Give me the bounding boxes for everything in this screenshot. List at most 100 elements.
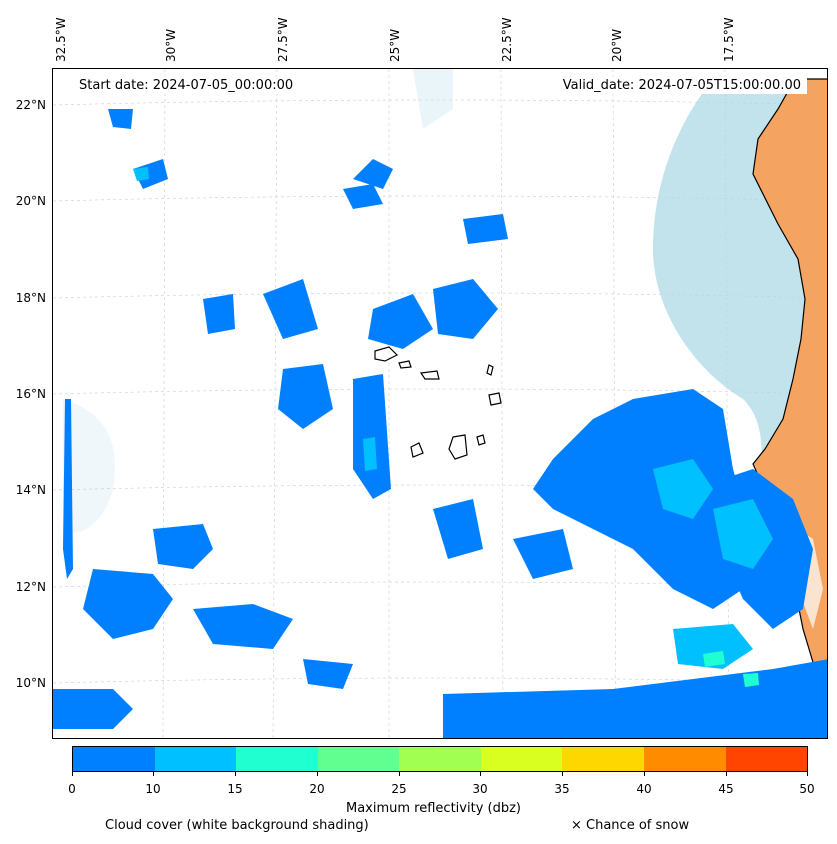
island-sao-vicente <box>398 360 412 369</box>
lat-label-12n: 12°N <box>15 580 46 594</box>
lat-label-20n: 20°N <box>15 194 46 208</box>
start-date-label: Start date: 2024-07-05_00:00:00 <box>73 77 300 94</box>
colorbar-tick-50: 50 <box>799 782 815 796</box>
island-sao-nicolau <box>419 370 440 380</box>
reflectivity-colorbar <box>72 746 808 772</box>
colorbar-segment-3 <box>317 747 400 771</box>
radar-patch-north-3 <box>343 184 383 209</box>
radar-patch-south-3 <box>303 659 353 689</box>
cloud-cover-legend: Cloud cover (white background shading) <box>105 818 369 833</box>
colorbar-label: Maximum reflectivity (dbz) <box>346 801 521 816</box>
map-panel[interactable]: Start date: 2024-07-05_00:00:00 Valid_da… <box>52 68 828 739</box>
colorbar-segment-0 <box>73 747 155 771</box>
gridline-lat-16n <box>53 388 827 395</box>
radar-patch-mid-6 <box>203 294 235 334</box>
map-canvas <box>53 69 827 738</box>
reflectivity-field <box>53 109 827 738</box>
colorbar-tick-35: 35 <box>554 782 570 796</box>
radar-patch-sw-3 <box>193 604 293 649</box>
lon-label-25w: 25°W <box>388 28 402 62</box>
radar-patch-north-5 <box>353 159 393 189</box>
radar-core-east-1 <box>653 459 713 519</box>
gridline-lon-20w <box>612 69 617 738</box>
colorbar-tickmark-35 <box>562 772 563 776</box>
island-santo-antao <box>374 346 399 362</box>
reflectivity-level-10-15 <box>703 651 759 687</box>
colorbar-tickmark-25 <box>399 772 400 776</box>
radar-core-south-1 <box>673 624 753 669</box>
colorbar-tick-45: 45 <box>718 782 734 796</box>
radar-patch-mid-3 <box>433 279 498 339</box>
gridline-lon-22.5w <box>500 69 504 738</box>
lat-label-22n: 22°N <box>15 98 46 112</box>
gridline-lat-12n <box>53 581 827 588</box>
radar-core-east-2 <box>713 499 773 569</box>
colorbar-tick-20: 20 <box>309 782 325 796</box>
gridline-lat-20n <box>53 195 827 202</box>
radar-core-mid <box>363 437 377 471</box>
colorbar-tickmark-45 <box>726 772 727 776</box>
colorbar-tickmark-10 <box>153 772 154 776</box>
islands <box>374 346 502 460</box>
gridline-lat-10n <box>53 677 827 684</box>
radar-patch-mid-5 <box>353 374 391 499</box>
gridline-lat-18n <box>53 292 827 299</box>
reflectivity-level-0-5 <box>53 109 827 738</box>
radar-patch-west-strip <box>63 399 73 579</box>
lon-label-27.5w: 27.5°W <box>276 17 290 62</box>
cloud-shading-faint-north <box>413 69 453 129</box>
snow-legend: × Chance of snow <box>571 818 690 833</box>
colorbar-tick-15: 15 <box>227 782 243 796</box>
colorbar-segment-6 <box>562 747 644 771</box>
lat-label-18n: 18°N <box>15 291 46 305</box>
lat-label-14n: 14°N <box>15 483 46 497</box>
colorbar-tickmark-40 <box>644 772 645 776</box>
colorbar-tick-10: 10 <box>145 782 161 796</box>
radar-patch-south-1 <box>53 689 133 729</box>
radar-patch-sw-2 <box>83 569 173 639</box>
colorbar-segment-7 <box>643 747 726 771</box>
colorbar-segment-8 <box>725 747 808 771</box>
island-fogo <box>410 442 424 458</box>
radar-peak-south <box>743 673 759 687</box>
island-santiago <box>448 434 468 460</box>
radar-patch-east-1 <box>533 389 753 609</box>
lat-label-16n: 16°N <box>15 387 46 401</box>
gridline-lon-30w <box>162 69 166 738</box>
radar-patch-mid-2 <box>368 294 433 349</box>
cloud-shading-faint-west <box>63 399 115 533</box>
island-boa-vista <box>488 392 502 406</box>
valid-date-label: Valid_date: 2024-07-05T15:00:00.00 <box>556 77 807 94</box>
island-sal <box>486 364 494 376</box>
colorbar-tickmark-0 <box>72 772 73 776</box>
gridline-lat-14n <box>53 484 827 491</box>
radar-patch-north-2 <box>133 159 168 189</box>
reflectivity-level-5-10 <box>133 167 773 669</box>
colorbar-tick-30: 30 <box>472 782 488 796</box>
lon-label-20w: 20°W <box>610 28 624 62</box>
radar-patch-mid-1 <box>263 279 318 339</box>
radar-patch-north-1 <box>108 109 133 129</box>
colorbar-tickmark-20 <box>317 772 318 776</box>
radar-patch-south-2 <box>443 659 827 738</box>
lat-label-10n: 10°N <box>15 676 46 690</box>
colorbar-tick-40: 40 <box>636 782 652 796</box>
colorbar-segment-4 <box>399 747 481 771</box>
colorbar-segment-2 <box>236 747 318 771</box>
radar-core-north <box>133 167 149 181</box>
colorbar-segment-5 <box>480 747 563 771</box>
radar-patch-mid-4 <box>278 364 333 429</box>
lon-label-17.5w: 17.5°W <box>722 17 736 62</box>
colorbar-segment-1 <box>154 747 237 771</box>
island-maio <box>476 434 486 446</box>
gridline-lat-22n <box>53 99 827 106</box>
colorbar-tickmark-50 <box>807 772 808 776</box>
radar-patch-central-2 <box>513 529 573 579</box>
radar-patch-north-4 <box>463 214 508 244</box>
lon-label-32.5w: 32.5°W <box>54 17 68 62</box>
radar-peak-east <box>703 651 725 667</box>
colorbar-tickmark-30 <box>480 772 481 776</box>
radar-patch-central-1 <box>433 499 483 559</box>
radar-patch-sw-1 <box>153 524 213 569</box>
colorbar-tick-0: 0 <box>68 782 76 796</box>
